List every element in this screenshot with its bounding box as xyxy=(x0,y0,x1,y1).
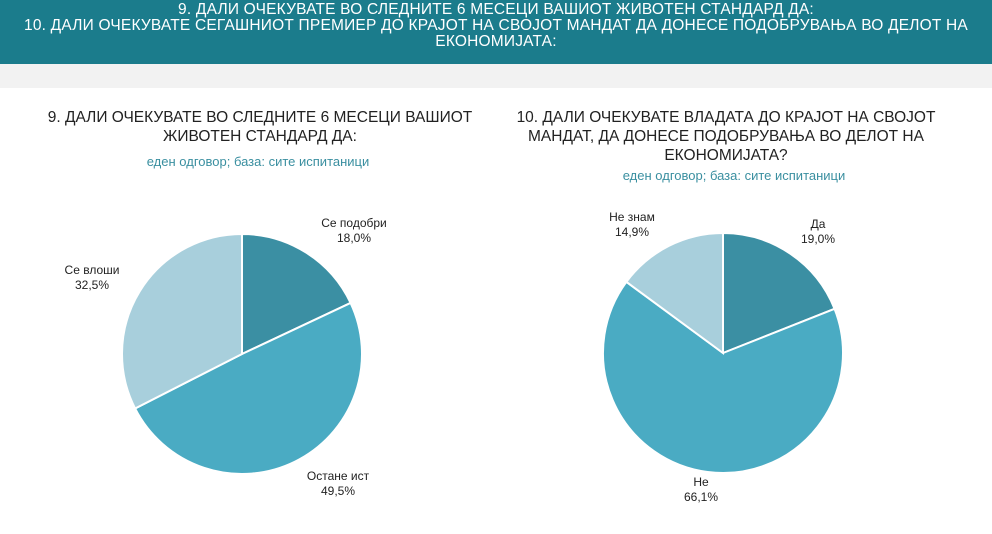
chart-title-9: 9. ДАЛИ ОЧЕКУВАТЕ ВО СЛЕДНИТЕ 6 МЕСЕЦИ В… xyxy=(47,109,473,145)
chart-panel-10: 10. ДАЛИ ОЧЕКУВАТЕ ВЛАДАТА ДО КРАЈОТ НА … xyxy=(496,88,992,534)
slice-label-ostane-ist: Остане ист 49,5% xyxy=(306,469,370,498)
pie-slice-10-1 xyxy=(602,280,844,474)
slice-label-da: Да 19,0% xyxy=(800,217,836,246)
chart-subtitle-9: еден одговор; база: сите испитаници xyxy=(146,154,370,169)
header-banner: 9. ДАЛИ ОЧЕКУВАТЕ ВО СЛЕДНИТЕ 6 МЕСЕЦИ В… xyxy=(0,0,992,64)
header-line-2: 10. ДАЛИ ОЧЕКУВАТЕ СЕГАШНИОТ ПРЕМИЕР ДО … xyxy=(24,17,968,34)
pie-slice-9-1 xyxy=(133,301,363,475)
slice-label-se-podobri: Се подобри 18,0% xyxy=(321,216,387,245)
header-line-1: 9. ДАЛИ ОЧЕКУВАТЕ ВО СЛЕДНИТЕ 6 МЕСЕЦИ В… xyxy=(178,1,814,18)
pie-slice-9-2 xyxy=(121,232,243,410)
pie-slice-9-0 xyxy=(241,232,352,356)
pie-slice-10-0 xyxy=(722,231,836,355)
pie-slice-10-2 xyxy=(624,231,724,355)
slice-label-ne: Не 66,1% xyxy=(683,475,719,504)
slice-label-se-vloshi: Се влоши 32,5% xyxy=(64,263,120,292)
chart-panel-9: 9. ДАЛИ ОЧЕКУВАТЕ ВО СЛЕДНИТЕ 6 МЕСЕЦИ В… xyxy=(0,88,496,534)
header-line-3: ЕКОНОМИЈАТА: xyxy=(435,33,557,50)
chart-subtitle-10: еден одговор; база: сите испитаници xyxy=(622,168,846,183)
slice-label-ne-znam: Не знам 14,9% xyxy=(609,210,655,239)
pie-chart-10 xyxy=(602,231,844,474)
sub-bar xyxy=(0,64,992,88)
pie-chart-9 xyxy=(121,232,363,475)
chart-title-10: 10. ДАЛИ ОЧЕКУВАТЕ ВЛАДАТА ДО КРАЈОТ НА … xyxy=(516,109,936,164)
